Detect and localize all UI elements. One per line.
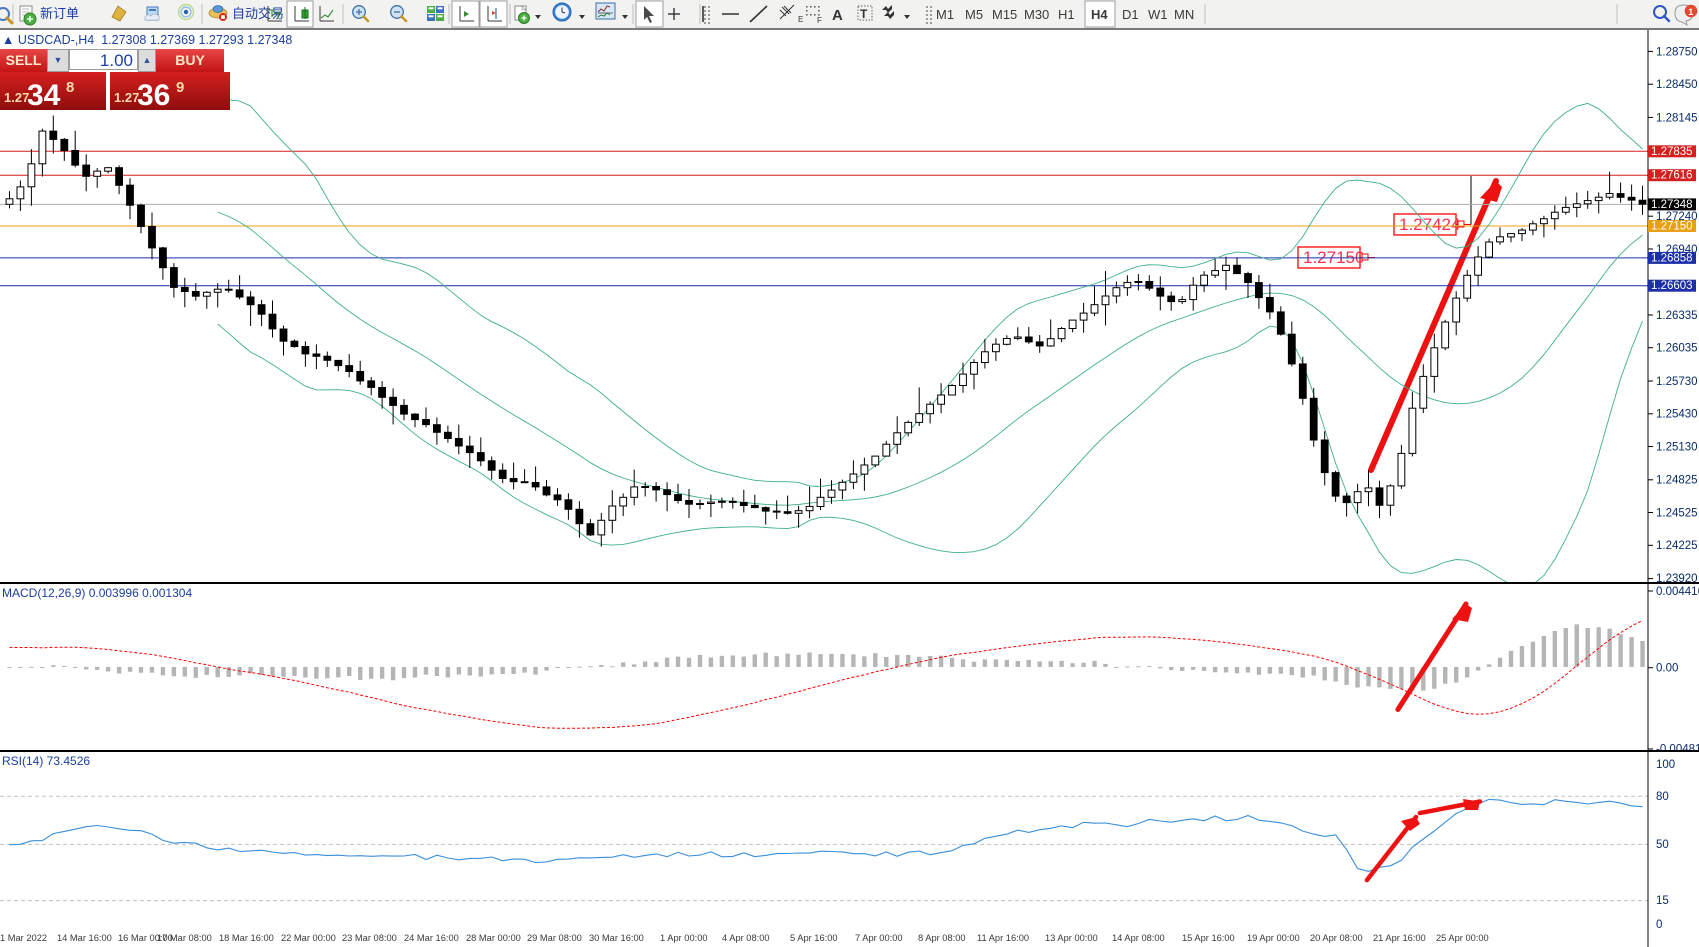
svg-text:18 Mar 16:00: 18 Mar 16:00 xyxy=(219,933,274,943)
svg-text:17 Mar 08:00: 17 Mar 08:00 xyxy=(157,933,212,943)
svg-text:1.26603: 1.26603 xyxy=(1651,280,1693,292)
svg-text:0.004416: 0.004416 xyxy=(1656,586,1699,598)
svg-text:1.25430: 1.25430 xyxy=(1656,409,1698,421)
svg-text:4 Apr 08:00: 4 Apr 08:00 xyxy=(722,933,770,943)
svg-text:9: 9 xyxy=(176,79,184,96)
svg-text:15 Apr 16:00: 15 Apr 16:00 xyxy=(1182,933,1235,943)
svg-text:30 Mar 16:00: 30 Mar 16:00 xyxy=(589,933,644,943)
svg-text:M30: M30 xyxy=(1024,7,1049,22)
svg-text:15: 15 xyxy=(1656,895,1669,907)
svg-text:25 Apr 00:00: 25 Apr 00:00 xyxy=(1436,933,1489,943)
svg-text:M5: M5 xyxy=(965,7,983,22)
svg-text:1.27616: 1.27616 xyxy=(1651,170,1693,182)
svg-text:1 Mar 2022: 1 Mar 2022 xyxy=(0,933,47,943)
svg-text:1 Apr 00:00: 1 Apr 00:00 xyxy=(660,933,708,943)
svg-text:0.00: 0.00 xyxy=(1656,663,1678,675)
svg-text:1.27348: 1.27348 xyxy=(1651,199,1693,211)
svg-text:1.28450: 1.28450 xyxy=(1656,79,1698,91)
svg-text:100: 100 xyxy=(1656,759,1675,771)
svg-text:22 Mar 00:00: 22 Mar 00:00 xyxy=(281,933,336,943)
svg-text:13 Apr 00:00: 13 Apr 00:00 xyxy=(1045,933,1098,943)
svg-text:1.23920: 1.23920 xyxy=(1656,573,1698,582)
svg-text:8: 8 xyxy=(66,79,74,96)
svg-text:新订单: 新订单 xyxy=(40,6,79,21)
svg-text:M15: M15 xyxy=(992,7,1017,22)
svg-text:36: 36 xyxy=(137,79,170,110)
svg-text:1.25130: 1.25130 xyxy=(1656,441,1698,453)
svg-text:1.26858: 1.26858 xyxy=(1651,252,1693,264)
svg-text:20 Apr 08:00: 20 Apr 08:00 xyxy=(1310,933,1363,943)
svg-text:H1: H1 xyxy=(1058,7,1075,22)
svg-text:1.24825: 1.24825 xyxy=(1656,475,1698,487)
svg-text:28 Mar 00:00: 28 Mar 00:00 xyxy=(466,933,521,943)
svg-text:1.25730: 1.25730 xyxy=(1656,376,1698,388)
svg-text:M1: M1 xyxy=(936,7,954,22)
svg-text:1: 1 xyxy=(1688,7,1693,17)
svg-text:50: 50 xyxy=(1656,839,1669,851)
svg-text:80: 80 xyxy=(1656,791,1669,803)
svg-text:1.27835: 1.27835 xyxy=(1651,146,1693,158)
svg-text:1.27: 1.27 xyxy=(4,90,29,105)
svg-text:D1: D1 xyxy=(1122,7,1139,22)
svg-text:21 Apr 16:00: 21 Apr 16:00 xyxy=(1373,933,1426,943)
svg-text:19 Apr 00:00: 19 Apr 00:00 xyxy=(1247,933,1300,943)
svg-text:W1: W1 xyxy=(1148,7,1168,22)
svg-text:1.27150: 1.27150 xyxy=(1651,221,1693,233)
svg-text:29 Mar 08:00: 29 Mar 08:00 xyxy=(527,933,582,943)
svg-text:7 Apr 00:00: 7 Apr 00:00 xyxy=(855,933,903,943)
svg-text:F: F xyxy=(817,16,822,25)
svg-text:5 Apr 16:00: 5 Apr 16:00 xyxy=(790,933,838,943)
svg-text:8 Apr 08:00: 8 Apr 08:00 xyxy=(918,933,966,943)
svg-text:34: 34 xyxy=(27,79,61,110)
svg-text:H4: H4 xyxy=(1091,7,1108,22)
svg-text:E: E xyxy=(798,15,803,24)
svg-text:14 Apr 08:00: 14 Apr 08:00 xyxy=(1112,933,1165,943)
svg-text:11 Apr 16:00: 11 Apr 16:00 xyxy=(977,933,1029,943)
svg-text:MN: MN xyxy=(1174,7,1194,22)
svg-text:24 Mar 16:00: 24 Mar 16:00 xyxy=(404,933,459,943)
svg-text:23 Mar 08:00: 23 Mar 08:00 xyxy=(342,933,397,943)
svg-text:1.26335: 1.26335 xyxy=(1656,310,1698,322)
svg-text:1.28750: 1.28750 xyxy=(1656,46,1698,58)
svg-text:A: A xyxy=(832,7,843,24)
svg-text:14 Mar 16:00: 14 Mar 16:00 xyxy=(57,933,112,943)
svg-text:1.28145: 1.28145 xyxy=(1656,112,1698,124)
svg-text:1.24225: 1.24225 xyxy=(1656,540,1698,552)
svg-text:1.26035: 1.26035 xyxy=(1656,343,1698,355)
svg-text:T: T xyxy=(860,7,868,21)
svg-text:1.24525: 1.24525 xyxy=(1656,507,1698,519)
svg-text:1.27: 1.27 xyxy=(114,90,139,105)
